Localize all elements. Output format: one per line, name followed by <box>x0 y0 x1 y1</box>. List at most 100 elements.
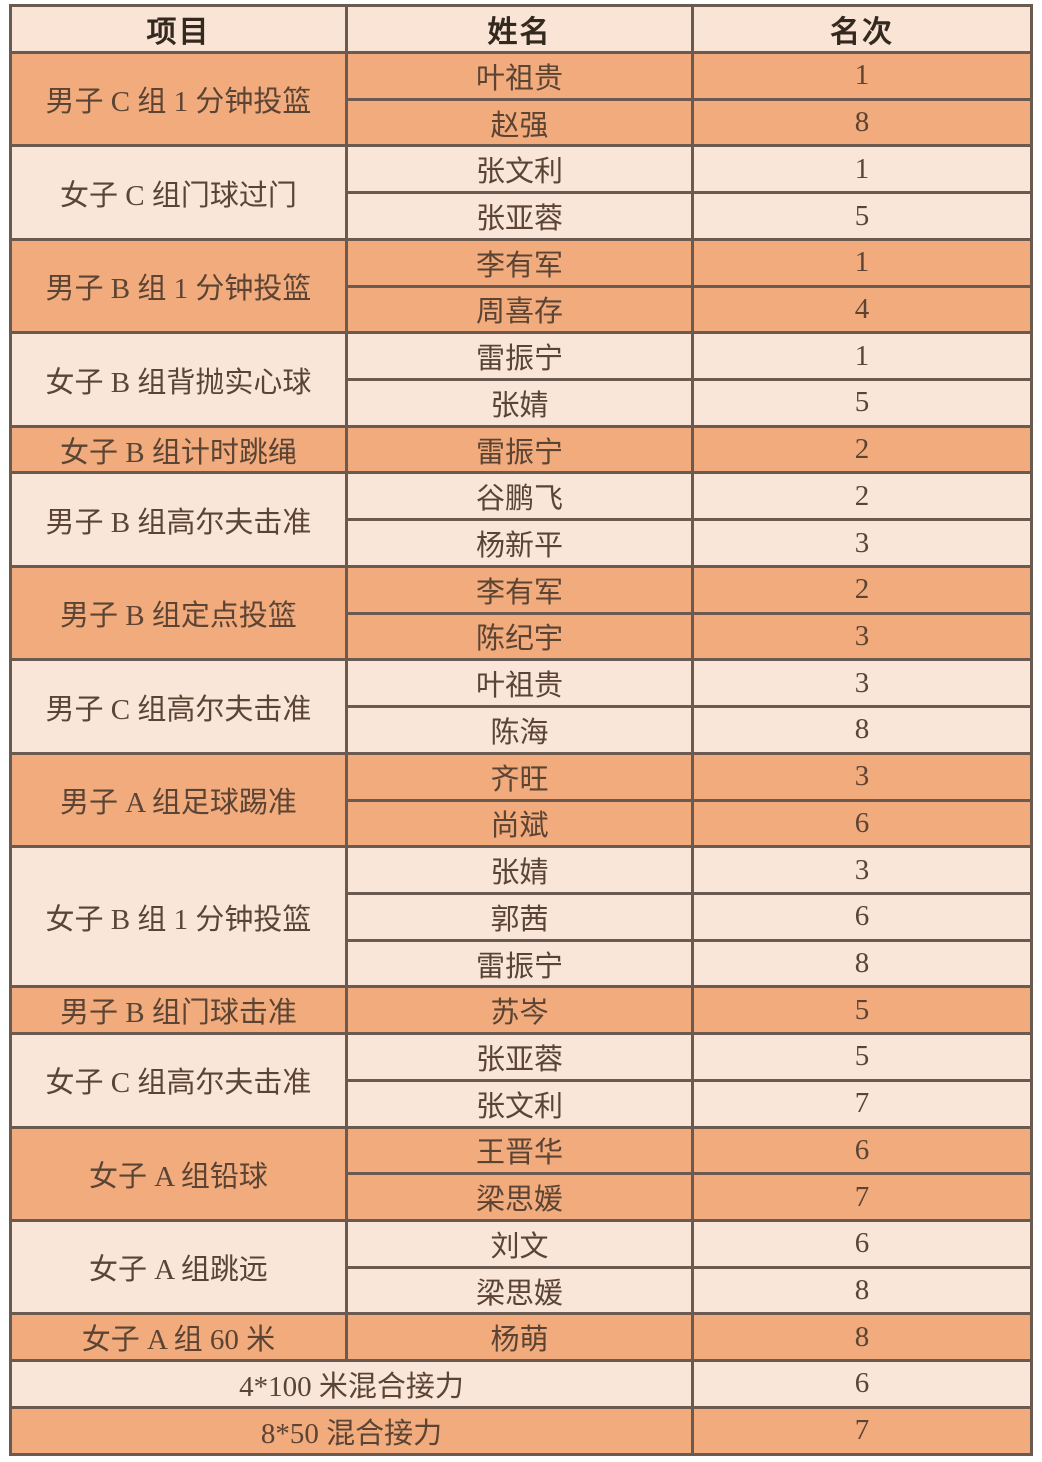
event-cell: 男子 C 组高尔夫击准 <box>9 658 348 755</box>
table-row: 女子 B 组计时跳绳 雷振宁 2 <box>9 424 1033 475</box>
table-header: 项目 姓名 名次 <box>9 4 1033 54</box>
name-cell: 张文利 <box>344 1078 695 1129</box>
table-row: 女子 A 组 60 米杨萌 8 <box>9 1312 1033 1363</box>
event-cell: 女子 A 组铅球 <box>9 1125 348 1222</box>
name-cell: 叶祖贵 <box>344 51 695 101</box>
table-row: 杨新平 3 <box>11 518 1033 568</box>
name-cell: 陈纪宇 <box>344 611 695 662</box>
rank-cell: 6 <box>691 798 1033 849</box>
name-cell: 尚斌 <box>344 798 695 849</box>
table-row: 陈纪宇 3 <box>11 611 1033 662</box>
name-cell: 谷鹏飞 <box>344 471 695 522</box>
rank-cell: 6 <box>691 1359 1033 1409</box>
name-cell: 苏岑 <box>344 985 695 1036</box>
name-cell: 赵强 <box>344 97 695 148</box>
rank-cell: 7 <box>691 1405 1033 1457</box>
rank-cell: 5 <box>691 191 1033 241</box>
table-row: 陈海 8 <box>11 705 1033 755</box>
event-cell: 8*50 混合接力 <box>8 1405 695 1457</box>
name-cell: 张亚蓉 <box>344 191 695 241</box>
table-row: 梁思媛 8 <box>11 1265 1033 1316</box>
table-row: 张文利 7 <box>11 1078 1033 1129</box>
table-row: 男子 C 组高尔夫击准 叶祖贵 3 <box>9 658 1033 755</box>
col-header-event: 项目 <box>9 4 348 54</box>
name-cell: 周喜存 <box>344 284 695 335</box>
name-cell: 梁思媛 <box>344 1172 695 1222</box>
rank-cell: 3 <box>691 611 1033 662</box>
rank-cell: 2 <box>691 424 1033 475</box>
table-row: 女子 B 组背抛实心球 雷振宁 1 <box>9 331 1033 428</box>
name-cell: 杨新平 <box>344 518 695 568</box>
table-row: 女子 B 组 1 分钟投篮 张婧 3 <box>9 845 1033 989</box>
event-cell: 女子 A 组 60 米 <box>9 1312 348 1363</box>
table-row: 男子 B 组 1 分钟投篮 李有军 1 <box>9 237 1033 335</box>
rank-cell: 8 <box>691 97 1033 148</box>
rank-cell: 3 <box>691 658 1033 709</box>
name-cell: 张婧 <box>344 378 695 428</box>
event-cell: 女子 C 组门球过门 <box>9 144 348 241</box>
col-header-name: 姓名 <box>344 4 695 54</box>
name-cell: 刘文 <box>344 1218 695 1269</box>
event-cell: 女子 B 组计时跳绳 <box>9 424 348 475</box>
rank-cell: 8 <box>691 705 1033 755</box>
rank-cell: 1 <box>691 144 1033 195</box>
name-cell: 张文利 <box>344 144 695 195</box>
name-cell: 王晋华 <box>344 1125 695 1176</box>
rank-cell: 5 <box>691 985 1033 1036</box>
table-row: 郭茜 6 <box>11 891 1033 942</box>
name-cell: 郭茜 <box>344 891 695 942</box>
name-cell: 雷振宁 <box>344 938 695 989</box>
table-row: 8*50 混合接力 7 <box>8 1405 1033 1457</box>
rank-cell: 8 <box>691 1312 1033 1363</box>
event-cell: 男子 A 组足球踢准 <box>9 751 348 849</box>
table-row: 女子 C 组高尔夫击准 张亚蓉 5 <box>9 1032 1033 1129</box>
rank-cell: 7 <box>691 1172 1033 1222</box>
table-row: 周喜存 4 <box>11 284 1033 335</box>
rank-cell: 4 <box>691 284 1033 335</box>
table-row: 女子 C 组门球过门 张文利 1 <box>9 144 1033 241</box>
results-table: 项目 姓名 名次 男子 C 组 1 分钟投篮 叶祖贵 1 赵强 8 女子 C 组门球过门张… <box>8 4 1033 1457</box>
table-row: 张亚蓉 5 <box>11 191 1033 241</box>
name-cell: 张婧 <box>344 845 695 895</box>
event-cell: 女子 C 组高尔夫击准 <box>9 1032 348 1129</box>
name-cell: 李有军 <box>344 237 695 288</box>
table-row: 男子 C 组 1 分钟投篮 叶祖贵 1 <box>9 50 1033 148</box>
rank-cell: 3 <box>691 518 1033 568</box>
rank-cell: 6 <box>691 1218 1033 1269</box>
table-row: 张婧 5 <box>11 378 1033 428</box>
rank-cell: 6 <box>691 891 1033 942</box>
name-cell: 梁思媛 <box>344 1265 695 1316</box>
event-cell: 女子 A 组跳远 <box>9 1218 348 1316</box>
table-row: 男子 A 组足球踢准 齐旺 3 <box>9 751 1033 849</box>
event-cell: 男子 B 组门球击准 <box>9 985 348 1036</box>
name-cell: 张亚蓉 <box>344 1032 695 1082</box>
event-cell: 男子 B 组 1 分钟投篮 <box>9 237 348 335</box>
rank-cell: 6 <box>691 1125 1033 1176</box>
rank-cell: 2 <box>691 564 1033 615</box>
rank-cell: 2 <box>691 471 1033 522</box>
table-row: 男子 B 组高尔夫击准 谷鹏飞 2 <box>9 471 1033 568</box>
table-row: 男子 B 组门球击准 苏岑 5 <box>9 985 1033 1036</box>
name-cell: 雷振宁 <box>344 424 695 475</box>
rank-cell: 1 <box>691 51 1033 101</box>
table-row: 男子 B 组定点投篮 李有军 2 <box>9 564 1033 662</box>
col-header-rank: 名次 <box>691 4 1033 54</box>
table-row: 尚斌 6 <box>11 798 1033 849</box>
table-body: 男子 C 组 1 分钟投篮 叶祖贵 1 赵强 8 女子 C 组门球过门 张文利 1 张亚蓉 5 男子… <box>8 50 1033 1457</box>
event-cell: 女子 B 组 1 分钟投篮 <box>9 845 348 989</box>
rank-cell: 5 <box>691 378 1033 428</box>
event-cell: 男子 C 组 1 分钟投篮 <box>9 50 348 148</box>
name-cell: 杨萌 <box>344 1312 695 1363</box>
table-row: 赵强 8 <box>11 97 1033 148</box>
rank-cell: 8 <box>691 938 1033 989</box>
event-cell: 男子 B 组定点投篮 <box>9 564 348 662</box>
rank-cell: 1 <box>691 237 1033 288</box>
event-cell: 女子 B 组背抛实心球 <box>9 331 348 428</box>
name-cell: 李有军 <box>344 564 695 615</box>
rank-cell: 7 <box>691 1078 1033 1129</box>
rank-cell: 5 <box>691 1032 1033 1082</box>
header-row: 项目 姓名 名次 <box>9 4 1033 54</box>
event-cell: 4*100 米混合接力 <box>8 1359 695 1409</box>
rank-cell: 1 <box>691 331 1033 382</box>
